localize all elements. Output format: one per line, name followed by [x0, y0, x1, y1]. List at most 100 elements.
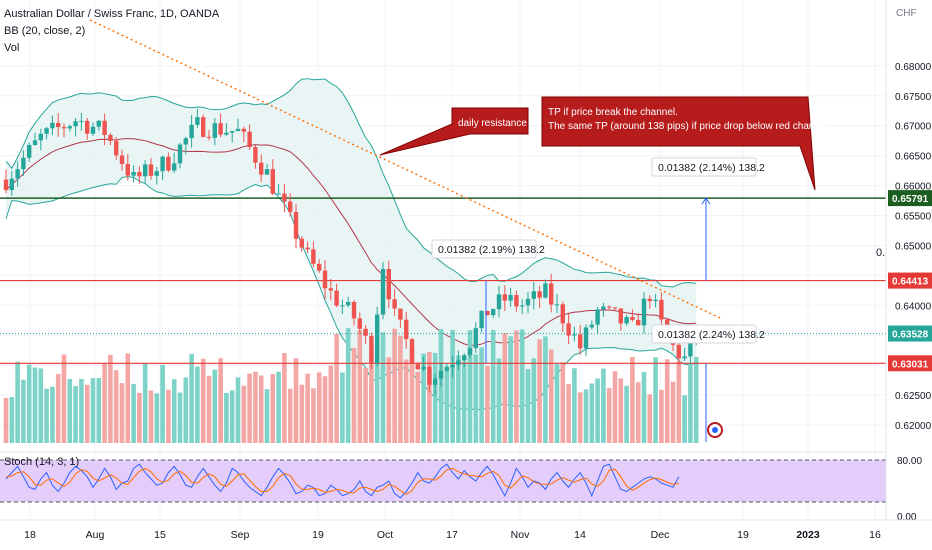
candle-body — [50, 122, 55, 129]
candle — [653, 293, 658, 308]
time-tick: Nov — [511, 529, 530, 541]
price-label-channel-bottom: 0.63031 — [888, 355, 932, 372]
candle-body — [537, 291, 542, 298]
bb-indicator-label[interactable]: BB (20, close, 2) — [4, 25, 86, 37]
volume-bar — [560, 362, 566, 443]
volume-bar — [9, 396, 15, 443]
volume-bar — [125, 353, 131, 443]
candle-body — [32, 140, 38, 146]
volume-bar — [108, 354, 113, 443]
measure-label-box — [651, 324, 757, 344]
price-label-text: 0.65791 — [892, 194, 929, 205]
candle-body — [311, 249, 316, 264]
candle — [502, 285, 507, 312]
candle-body — [189, 124, 194, 139]
candle-body — [56, 122, 61, 128]
candle — [508, 287, 513, 307]
candle — [549, 273, 554, 313]
candle — [311, 241, 316, 268]
volume-bar — [688, 363, 693, 443]
volume-bar — [44, 388, 49, 443]
candle — [525, 292, 531, 314]
volume-bar — [595, 378, 600, 443]
stochastic-pane: Stoch (14, 3, 1) — [0, 451, 932, 503]
candle — [67, 124, 72, 132]
volume-bar — [566, 384, 571, 443]
candle-body — [636, 319, 641, 326]
volume-bar — [479, 347, 484, 443]
time-tick: Sep — [231, 529, 250, 541]
candle-body — [340, 305, 345, 307]
volume-bar — [444, 365, 450, 443]
candle — [189, 115, 194, 148]
candle — [601, 302, 606, 317]
volume-indicator-label[interactable]: Vol — [4, 42, 20, 54]
time-tick: 17 — [446, 529, 458, 541]
candle-body — [409, 339, 415, 363]
candle-body — [224, 132, 229, 135]
callouts: daily resistance TP if price break the ch… — [379, 96, 831, 191]
candle — [404, 311, 409, 349]
candle-body — [612, 307, 618, 309]
candle-body — [201, 117, 206, 137]
candle — [427, 364, 432, 393]
volume-bar — [305, 373, 310, 443]
candle — [607, 305, 612, 311]
time-tick: Aug — [86, 529, 105, 541]
candle-body — [305, 247, 310, 250]
candle — [409, 337, 415, 364]
candle — [114, 137, 119, 160]
measure-label: 0.01382 (2.14%) 138.2 — [651, 157, 765, 177]
candle — [195, 108, 200, 128]
volume-bar — [403, 359, 409, 443]
candle-body — [218, 123, 223, 135]
price-label-take-profit: 0.65791 — [888, 190, 932, 207]
candle — [647, 295, 652, 309]
callout-tp-line2: The same TP (around 138 pips) if price d… — [548, 121, 831, 132]
volume-bar — [160, 364, 165, 443]
resistance-trendline — [89, 19, 721, 319]
candle-body — [235, 128, 241, 132]
volume-bar — [119, 383, 125, 443]
candle-body — [496, 294, 502, 310]
candle-body — [485, 310, 490, 316]
candle-body — [514, 295, 519, 307]
candle — [15, 161, 20, 187]
candle-body — [427, 366, 432, 385]
candle-body — [572, 334, 577, 336]
volume-bar — [229, 390, 235, 443]
volume-bar — [398, 335, 403, 443]
candle-body — [444, 367, 449, 371]
volume-bar — [612, 371, 618, 443]
candle — [154, 166, 159, 185]
price-tick: 0.66000 — [895, 182, 932, 193]
candle-body — [578, 334, 583, 349]
candle — [543, 279, 548, 299]
candle-body — [618, 308, 623, 324]
candle-body — [102, 120, 107, 135]
candle — [317, 259, 322, 273]
candle — [85, 117, 90, 140]
candle — [398, 308, 403, 328]
candle-body — [566, 323, 571, 336]
candle — [375, 306, 380, 367]
volume-bar — [450, 329, 455, 443]
candle — [108, 133, 113, 146]
candle — [61, 123, 67, 138]
volume-bar — [241, 385, 247, 443]
volume-bar — [432, 352, 438, 443]
candle-body — [247, 131, 252, 148]
volume-bar — [345, 328, 351, 443]
volume-bar — [653, 357, 658, 443]
candle — [50, 115, 55, 136]
candle-body — [241, 128, 246, 132]
volume-bar — [543, 336, 548, 443]
candle-body — [212, 123, 217, 138]
price-axis-bg — [886, 0, 932, 520]
candle — [322, 260, 328, 300]
volume-bar — [340, 372, 345, 443]
volume-bar — [670, 381, 676, 443]
volume-bars — [3, 328, 699, 443]
